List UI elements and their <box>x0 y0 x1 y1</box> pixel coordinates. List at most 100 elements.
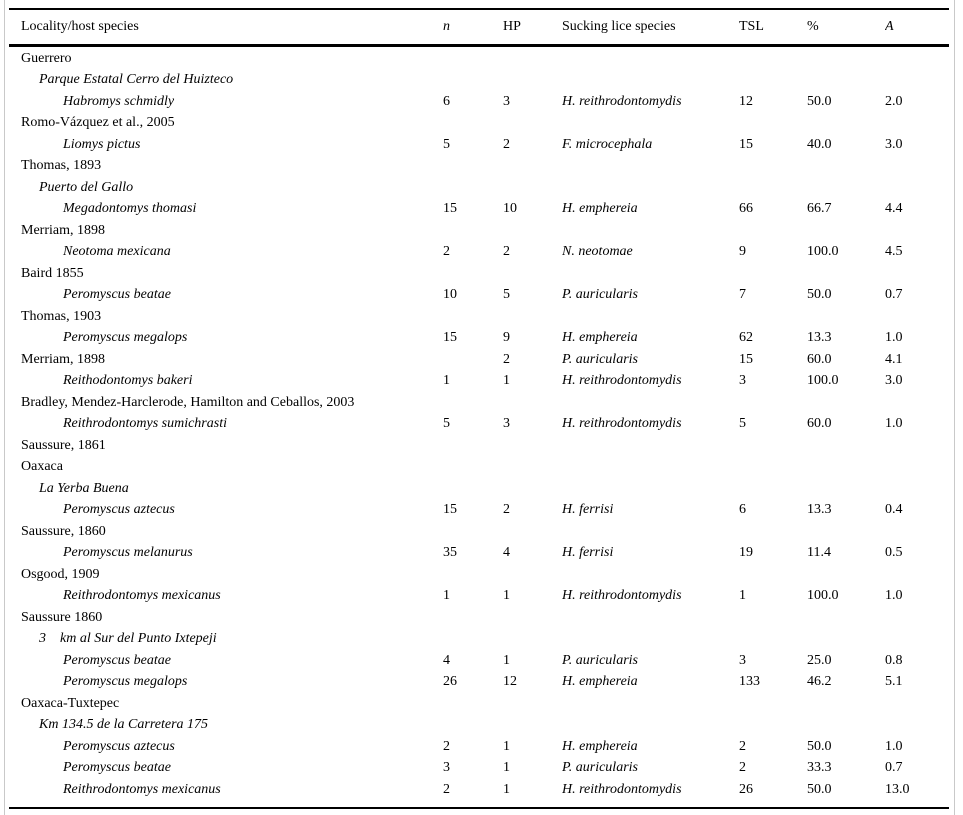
tsl-cell: 19 <box>739 545 753 561</box>
table-row: Saussure, 1861 <box>9 435 949 457</box>
lice-cell: H. reithrodontomydis <box>562 93 682 109</box>
n-cell: 15 <box>443 502 457 518</box>
hp-cell: 1 <box>503 738 510 754</box>
table-row: Thomas, 1903 <box>9 306 949 328</box>
a-cell: 2.0 <box>885 93 903 109</box>
tsl-cell: 9 <box>739 244 746 260</box>
locality-cell: Reithrodontomys mexicanus <box>63 781 221 797</box>
locality-cell: Thomas, 1893 <box>21 158 102 174</box>
a-cell: 1.0 <box>885 416 903 432</box>
a-cell: 0.7 <box>885 287 903 303</box>
tsl-cell: 15 <box>739 351 753 367</box>
n-cell: 5 <box>443 136 450 152</box>
lice-cell: H. emphereia <box>562 330 638 346</box>
table-row: La Yerba Buena <box>9 478 949 500</box>
column-header-locality: Locality/host species <box>21 19 139 34</box>
table-row: Reithrodontomys sumichrasti 5 3 H. reith… <box>9 414 949 436</box>
locality-cell: Romo-Vázquez et al., 2005 <box>21 115 175 131</box>
table-row: Peromyscus aztecus 2 1 H. emphereia 2 50… <box>9 736 949 758</box>
locality-cell: Peromyscus melanurus <box>63 545 193 561</box>
locality-cell: Merriam, 1898 <box>21 351 105 367</box>
table-row: Peromyscus beatae 10 5 P. auricularis 7 … <box>9 285 949 307</box>
n-cell: 2 <box>443 738 450 754</box>
lice-cell: F. microcephala <box>562 136 653 152</box>
table-row: Saussure 1860 <box>9 607 949 629</box>
tsl-cell: 7 <box>739 287 746 303</box>
pct-cell: 60.0 <box>807 416 832 432</box>
table-row: Guerrero <box>9 48 949 70</box>
header-row: Locality/host species n HP Sucking lice … <box>9 10 949 47</box>
locality-cell: Peromyscus megalops <box>63 674 188 690</box>
pct-cell: 50.0 <box>807 93 832 109</box>
column-header-pct: % <box>807 19 819 34</box>
n-cell: 15 <box>443 330 457 346</box>
table-row: Peromyscus beatae 4 1 P. auricularis 3 2… <box>9 650 949 672</box>
lice-cell: H. reithrodontomydis <box>562 416 682 432</box>
locality-cell: Oaxaca <box>21 459 63 475</box>
pct-cell: 60.0 <box>807 351 832 367</box>
hp-cell: 2 <box>503 136 510 152</box>
locality-cell: Merriam, 1898 <box>21 222 105 238</box>
hp-cell: 1 <box>503 373 510 389</box>
hp-cell: 1 <box>503 781 510 797</box>
pct-cell: 66.7 <box>807 201 832 217</box>
hp-cell: 3 <box>503 416 510 432</box>
table-row: Km 134.5 de la Carretera 175 <box>9 715 949 737</box>
host-lice-table: Locality/host species n HP Sucking lice … <box>9 8 949 809</box>
hp-cell: 2 <box>503 351 510 367</box>
locality-cell: Bradley, Mendez-Harclerode, Hamilton and… <box>21 394 355 410</box>
locality-cell: Peromyscus aztecus <box>63 738 175 754</box>
tsl-cell: 66 <box>739 201 753 217</box>
n-cell: 1 <box>443 588 450 604</box>
n-cell: 3 <box>443 760 450 776</box>
hp-cell: 12 <box>503 674 517 690</box>
n-cell: 15 <box>443 201 457 217</box>
pct-cell: 50.0 <box>807 781 832 797</box>
lice-cell: P. auricularis <box>562 351 638 367</box>
locality-cell: Neotoma mexicana <box>63 244 171 260</box>
locality-cell: Saussure, 1861 <box>21 437 106 453</box>
locality-cell: Liomys pictus <box>63 136 141 152</box>
a-cell: 0.4 <box>885 502 903 518</box>
locality-cell: Reithrodontomys sumichrasti <box>63 416 227 432</box>
tsl-cell: 2 <box>739 760 746 776</box>
locality-cell: Baird 1855 <box>21 265 84 281</box>
locality-cell: Peromyscus aztecus <box>63 502 175 518</box>
locality-cell: Peromyscus beatae <box>63 652 171 668</box>
table-row: Baird 1855 <box>9 263 949 285</box>
column-header-lice: Sucking lice species <box>562 19 676 34</box>
hp-cell: 9 <box>503 330 510 346</box>
pct-cell: 100.0 <box>807 244 839 260</box>
locality-cell: Megadontomys thomasi <box>63 201 197 217</box>
n-cell: 1 <box>443 373 450 389</box>
column-header-a: A <box>885 19 894 34</box>
table-row: Merriam, 1898 2 P. auricularis 15 60.0 4… <box>9 349 949 371</box>
locality-cell: Km 134.5 de la Carretera 175 <box>39 717 209 733</box>
table-row: Peromyscus aztecus 15 2 H. ferrisi 6 13.… <box>9 500 949 522</box>
locality-cell: Osgood, 1909 <box>21 566 100 582</box>
n-cell: 5 <box>443 416 450 432</box>
locality-cell: Peromyscus beatae <box>63 760 171 776</box>
n-cell: 2 <box>443 781 450 797</box>
table-row: Peromyscus beatae 3 1 P. auricularis 2 3… <box>9 758 949 780</box>
lice-cell: H. emphereia <box>562 738 638 754</box>
column-header-n: n <box>443 19 450 34</box>
table-row: Thomas, 1893 <box>9 156 949 178</box>
pct-cell: 11.4 <box>807 545 831 561</box>
pct-cell: 100.0 <box>807 588 839 604</box>
pct-cell: 40.0 <box>807 136 832 152</box>
table-row: Oaxaca-Tuxtepec <box>9 693 949 715</box>
tsl-cell: 3 <box>739 652 746 668</box>
table-row: Habromys schmidly 6 3 H. reithrodontomyd… <box>9 91 949 113</box>
lice-cell: H. reithrodontomydis <box>562 373 682 389</box>
locality-cell: Puerto del Gallo <box>39 179 134 195</box>
table-row: Romo-Vázquez et al., 2005 <box>9 113 949 135</box>
a-cell: 3.0 <box>885 373 903 389</box>
table-row: Saussure, 1860 <box>9 521 949 543</box>
tsl-cell: 1 <box>739 588 746 604</box>
table-row: Reithodontomys bakeri 1 1 H. reithrodont… <box>9 371 949 393</box>
table-row: 3 km al Sur del Punto Ixtepeji <box>9 629 949 651</box>
locality-cell: Guerrero <box>21 50 72 66</box>
hp-cell: 5 <box>503 287 510 303</box>
n-cell: 35 <box>443 545 457 561</box>
